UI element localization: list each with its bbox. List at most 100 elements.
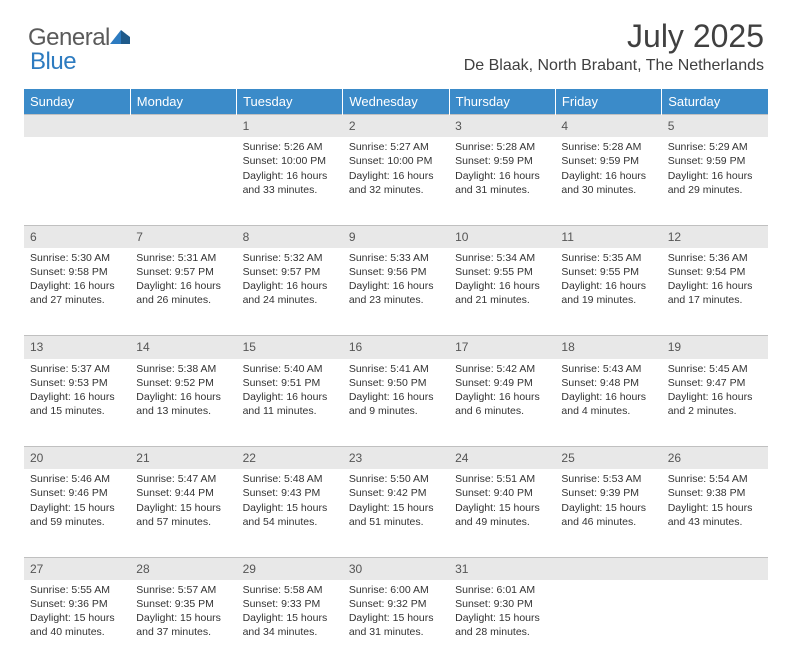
day-number-cell: 4 [555,115,661,138]
day-text: Sunrise: 5:53 AMSunset: 9:39 PMDaylight:… [561,472,655,529]
day-number-cell: 27 [24,557,130,580]
day-line: Daylight: 16 hours [243,390,337,404]
day-line: Daylight: 16 hours [243,279,337,293]
day-line: Daylight: 15 hours [561,501,655,515]
day-line: Sunset: 9:48 PM [561,376,655,390]
day-number-cell: 6 [24,225,130,248]
day-line: Sunrise: 5:46 AM [30,472,124,486]
day-line: Sunrise: 5:41 AM [349,362,443,376]
day-line: and 46 minutes. [561,515,655,529]
day-number-row: 13141516171819 [24,336,768,359]
day-line: Sunrise: 5:42 AM [455,362,549,376]
day-header: Thursday [449,89,555,115]
day-line: Daylight: 16 hours [30,279,124,293]
day-text: Sunrise: 5:28 AMSunset: 9:59 PMDaylight:… [455,140,549,197]
day-line: and 17 minutes. [668,293,762,307]
day-content-cell: Sunrise: 5:34 AMSunset: 9:55 PMDaylight:… [449,248,555,336]
day-content-cell: Sunrise: 5:53 AMSunset: 9:39 PMDaylight:… [555,469,661,557]
day-line: Daylight: 16 hours [30,390,124,404]
day-line: Sunset: 9:54 PM [668,265,762,279]
day-line: Sunset: 9:35 PM [136,597,230,611]
day-line: Sunset: 9:43 PM [243,486,337,500]
day-number-cell: 14 [130,336,236,359]
day-content-row: Sunrise: 5:37 AMSunset: 9:53 PMDaylight:… [24,359,768,447]
day-number-cell: 17 [449,336,555,359]
day-content-cell: Sunrise: 5:57 AMSunset: 9:35 PMDaylight:… [130,580,236,668]
day-line: Daylight: 15 hours [349,611,443,625]
day-line: Sunset: 9:56 PM [349,265,443,279]
day-text: Sunrise: 5:26 AMSunset: 10:00 PMDaylight… [243,140,337,197]
day-content-cell: Sunrise: 6:01 AMSunset: 9:30 PMDaylight:… [449,580,555,668]
day-line: Daylight: 16 hours [561,169,655,183]
day-number-cell [24,115,130,138]
day-content-row: Sunrise: 5:46 AMSunset: 9:46 PMDaylight:… [24,469,768,557]
day-content-cell: Sunrise: 5:35 AMSunset: 9:55 PMDaylight:… [555,248,661,336]
day-line: Sunset: 10:00 PM [243,154,337,168]
title-block: July 2025 De Blaak, North Brabant, The N… [464,18,764,75]
day-line: Sunset: 9:59 PM [561,154,655,168]
day-number-row: 2728293031 [24,557,768,580]
day-text: Sunrise: 5:28 AMSunset: 9:59 PMDaylight:… [561,140,655,197]
day-header: Monday [130,89,236,115]
day-line: Sunrise: 5:36 AM [668,251,762,265]
day-text: Sunrise: 5:58 AMSunset: 9:33 PMDaylight:… [243,583,337,640]
day-content-cell: Sunrise: 5:32 AMSunset: 9:57 PMDaylight:… [237,248,343,336]
day-line: Sunrise: 5:31 AM [136,251,230,265]
day-number-cell: 21 [130,447,236,470]
day-number-cell [130,115,236,138]
day-line: and 31 minutes. [349,625,443,639]
day-header-row: Sunday Monday Tuesday Wednesday Thursday… [24,89,768,115]
day-number-cell [555,557,661,580]
day-line: Daylight: 16 hours [136,279,230,293]
day-line: Sunset: 10:00 PM [349,154,443,168]
day-line: Daylight: 16 hours [455,390,549,404]
day-content-cell: Sunrise: 5:42 AMSunset: 9:49 PMDaylight:… [449,359,555,447]
day-line: Sunset: 9:55 PM [561,265,655,279]
day-content-cell: Sunrise: 5:45 AMSunset: 9:47 PMDaylight:… [662,359,768,447]
day-line: Sunrise: 5:33 AM [349,251,443,265]
day-text: Sunrise: 5:57 AMSunset: 9:35 PMDaylight:… [136,583,230,640]
day-line: and 9 minutes. [349,404,443,418]
day-line: Sunset: 9:52 PM [136,376,230,390]
day-number-cell: 19 [662,336,768,359]
day-text: Sunrise: 5:30 AMSunset: 9:58 PMDaylight:… [30,251,124,308]
day-number-cell: 23 [343,447,449,470]
day-header: Saturday [662,89,768,115]
day-line: Sunrise: 5:50 AM [349,472,443,486]
day-line: Sunrise: 5:58 AM [243,583,337,597]
day-line: Daylight: 16 hours [349,390,443,404]
day-line: and 13 minutes. [136,404,230,418]
day-number-cell: 13 [24,336,130,359]
logo: General [28,18,134,52]
day-line: Sunrise: 5:51 AM [455,472,549,486]
day-number-cell: 26 [662,447,768,470]
day-content-cell: Sunrise: 5:36 AMSunset: 9:54 PMDaylight:… [662,248,768,336]
day-line: and 11 minutes. [243,404,337,418]
day-line: Sunset: 9:59 PM [668,154,762,168]
day-number-cell: 29 [237,557,343,580]
day-number-cell: 8 [237,225,343,248]
day-number-row: 12345 [24,115,768,138]
day-line: and 24 minutes. [243,293,337,307]
day-number-cell: 25 [555,447,661,470]
day-line: Sunset: 9:58 PM [30,265,124,279]
day-number-cell: 3 [449,115,555,138]
day-text: Sunrise: 6:01 AMSunset: 9:30 PMDaylight:… [455,583,549,640]
day-line: Sunrise: 5:28 AM [561,140,655,154]
day-line: Sunset: 9:42 PM [349,486,443,500]
day-line: Daylight: 15 hours [349,501,443,515]
day-line: and 28 minutes. [455,625,549,639]
day-line: Sunrise: 5:40 AM [243,362,337,376]
day-number-cell: 9 [343,225,449,248]
day-content-cell [24,137,130,225]
day-number-cell [662,557,768,580]
day-content-cell [555,580,661,668]
day-line: and 6 minutes. [455,404,549,418]
day-line: and 21 minutes. [455,293,549,307]
day-line: and 32 minutes. [349,183,443,197]
day-text: Sunrise: 5:27 AMSunset: 10:00 PMDaylight… [349,140,443,197]
day-line: and 43 minutes. [668,515,762,529]
day-content-cell: Sunrise: 5:55 AMSunset: 9:36 PMDaylight:… [24,580,130,668]
day-content-cell: Sunrise: 5:28 AMSunset: 9:59 PMDaylight:… [555,137,661,225]
day-line: Sunset: 9:59 PM [455,154,549,168]
